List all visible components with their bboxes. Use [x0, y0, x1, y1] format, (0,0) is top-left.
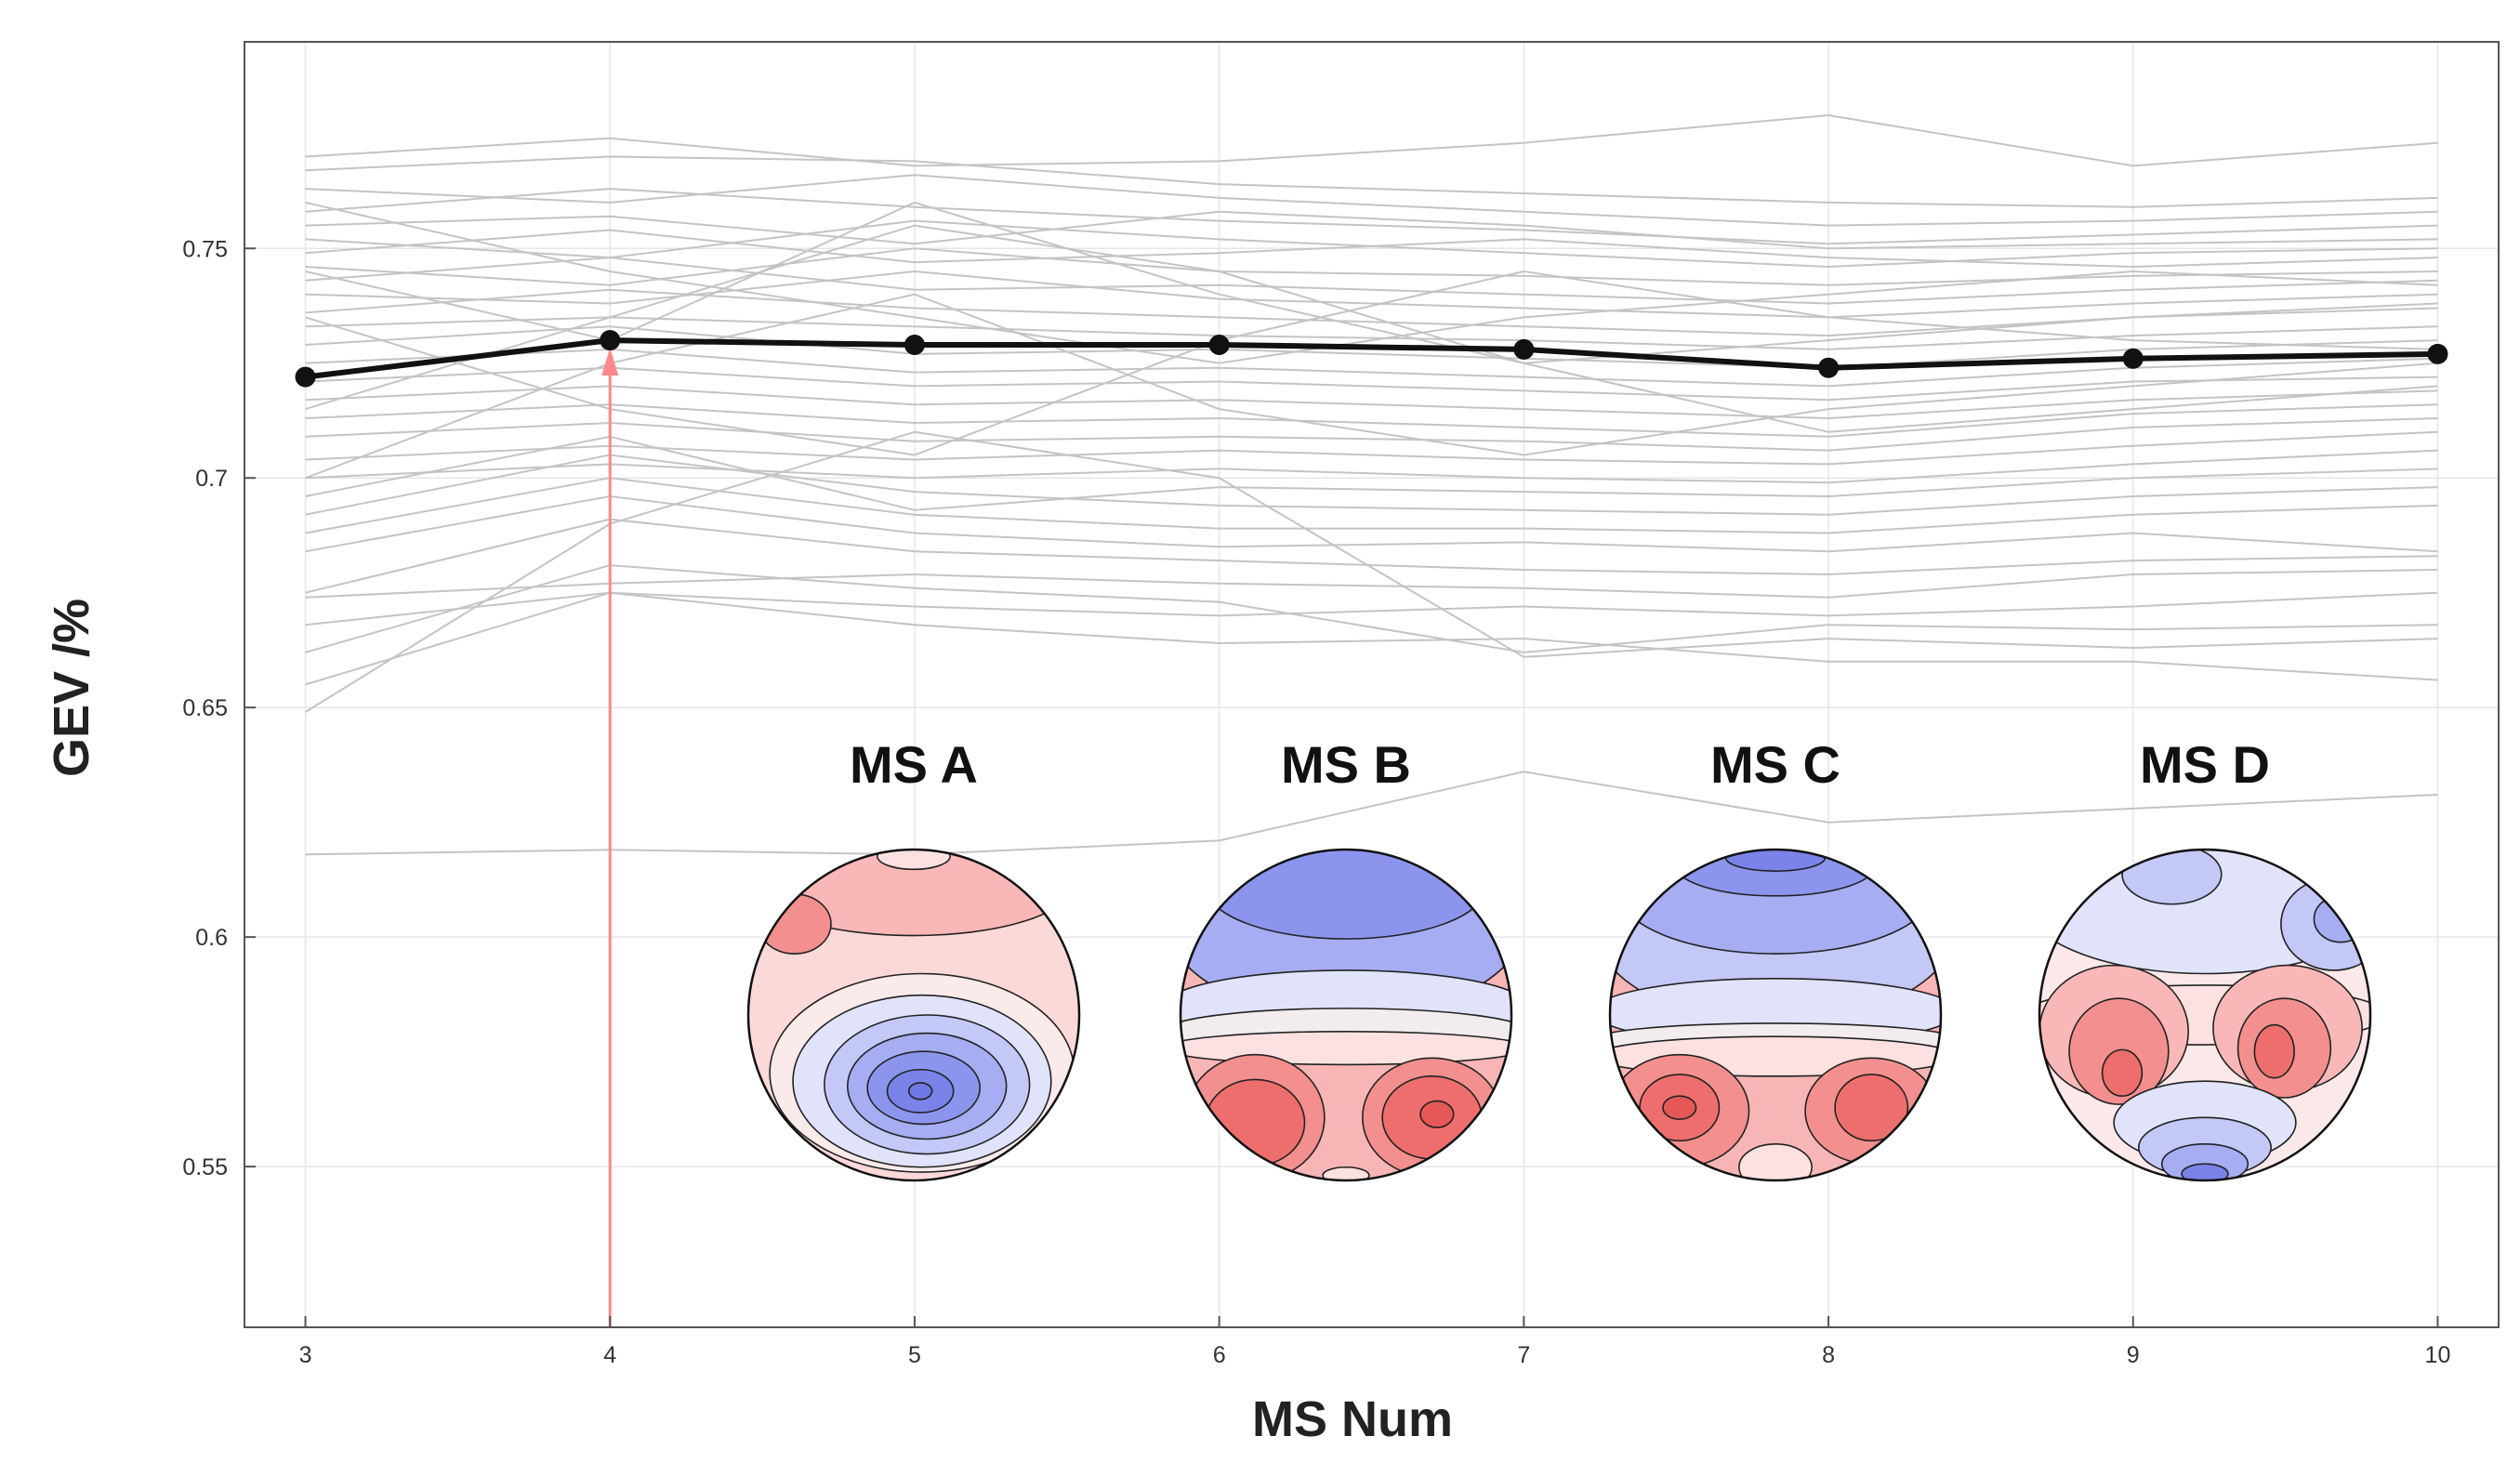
subject-line-29	[305, 591, 2438, 686]
topo-contours-a	[748, 850, 1079, 1180]
x-tick-label-5: 5	[908, 1342, 921, 1368]
topo-contour	[1662, 1095, 1697, 1120]
subject-line-1	[305, 113, 2438, 167]
subject-line-10	[305, 270, 2438, 319]
subject-line-35	[305, 224, 2438, 411]
y-tick-label-0_75: 0.75	[182, 236, 228, 262]
y-tick-label-0_6: 0.6	[195, 925, 228, 951]
subject-line-15	[305, 366, 2438, 402]
subject-line-26	[305, 569, 2438, 599]
y-tick-label-0_65: 0.65	[182, 695, 228, 721]
topo-contour	[1834, 1074, 1909, 1142]
y-axis-title: GEV /%	[44, 599, 99, 777]
topo-head-outline	[1608, 848, 1943, 1182]
subject-line-14	[305, 348, 2438, 388]
x-tick-label-7: 7	[1517, 1342, 1530, 1368]
annotation-arrow-group	[601, 348, 619, 1327]
annotation-arrow-head	[601, 348, 619, 376]
topo-contour	[2181, 1163, 2229, 1180]
mean-point-10	[2427, 343, 2448, 364]
subject-line-12	[305, 316, 2438, 350]
mean-line	[305, 337, 2438, 380]
x-axis-title: MS Num	[1252, 1391, 1453, 1447]
topo-head-outline	[1179, 848, 1513, 1182]
x-tick-label-3: 3	[299, 1342, 312, 1368]
subject-line-34	[305, 201, 2438, 364]
topo-map-a: MS A	[746, 735, 1081, 1182]
subject-line-7	[305, 229, 2438, 269]
topo-title-d: MS D	[2140, 735, 2270, 794]
subject-line-27	[305, 591, 2438, 626]
topo-contour	[2101, 1048, 2144, 1098]
subject-line-13	[305, 325, 2438, 369]
subject-line-3	[305, 174, 2438, 227]
subject-line-5	[305, 210, 2438, 250]
subject-line-30	[304, 430, 2438, 713]
mean-series	[295, 330, 2448, 388]
x-tick-label-4: 4	[603, 1342, 616, 1368]
y-axis-ticks: 0.55 0.6 0.65 0.7 0.75	[182, 236, 256, 1180]
subject-line-24	[305, 494, 2438, 553]
y-tick-label-0_55: 0.55	[182, 1154, 228, 1180]
mean-point-8	[1818, 357, 1840, 378]
topo-title-b: MS B	[1281, 735, 1411, 794]
topo-contour	[2253, 1023, 2295, 1079]
x-tick-label-9: 9	[2127, 1342, 2140, 1368]
topo-contour	[1419, 1100, 1455, 1128]
subject-line-18	[305, 417, 2438, 452]
subject-line-32	[305, 293, 2438, 480]
topo-head-outline	[2038, 848, 2372, 1182]
mean-point-5	[904, 334, 925, 355]
subject-line-22	[305, 454, 2438, 516]
mean-point-6	[1208, 334, 1230, 355]
topo-title-a: MS A	[850, 735, 978, 794]
subject-line-25	[305, 518, 2438, 594]
mean-point-9	[2122, 348, 2144, 369]
subject-line-20	[305, 449, 2438, 484]
mean-point-4	[600, 330, 621, 351]
subject-line-31	[305, 771, 2438, 856]
y-tick-label-0_7: 0.7	[195, 466, 228, 492]
mean-point-3	[295, 366, 316, 388]
subject-line-21	[305, 435, 2438, 511]
subject-line-9	[305, 257, 2438, 305]
subject-line-16	[305, 385, 2438, 420]
subject-line-23	[305, 477, 2438, 534]
subject-line-2	[305, 155, 2438, 208]
subject-lines	[304, 113, 2438, 856]
x-tick-label-8: 8	[1822, 1342, 1835, 1368]
topo-title-c: MS C	[1710, 735, 1841, 794]
x-tick-label-10: 10	[2425, 1342, 2451, 1368]
subject-line-4	[305, 188, 2438, 245]
topo-head-outline	[746, 848, 1081, 1182]
x-axis-ticks: 3 4 5 6 7 8 9 10	[299, 1316, 2451, 1368]
subject-line-17	[305, 403, 2438, 438]
subject-line-33	[305, 270, 2438, 456]
topo-contour	[907, 1082, 933, 1100]
topo-contour	[1181, 1030, 1511, 1066]
mean-point-7	[1513, 338, 1535, 360]
x-tick-label-6: 6	[1213, 1342, 1226, 1368]
subject-line-28	[305, 564, 2438, 653]
plot-frame	[244, 41, 2500, 1328]
subject-line-36	[305, 201, 2438, 433]
